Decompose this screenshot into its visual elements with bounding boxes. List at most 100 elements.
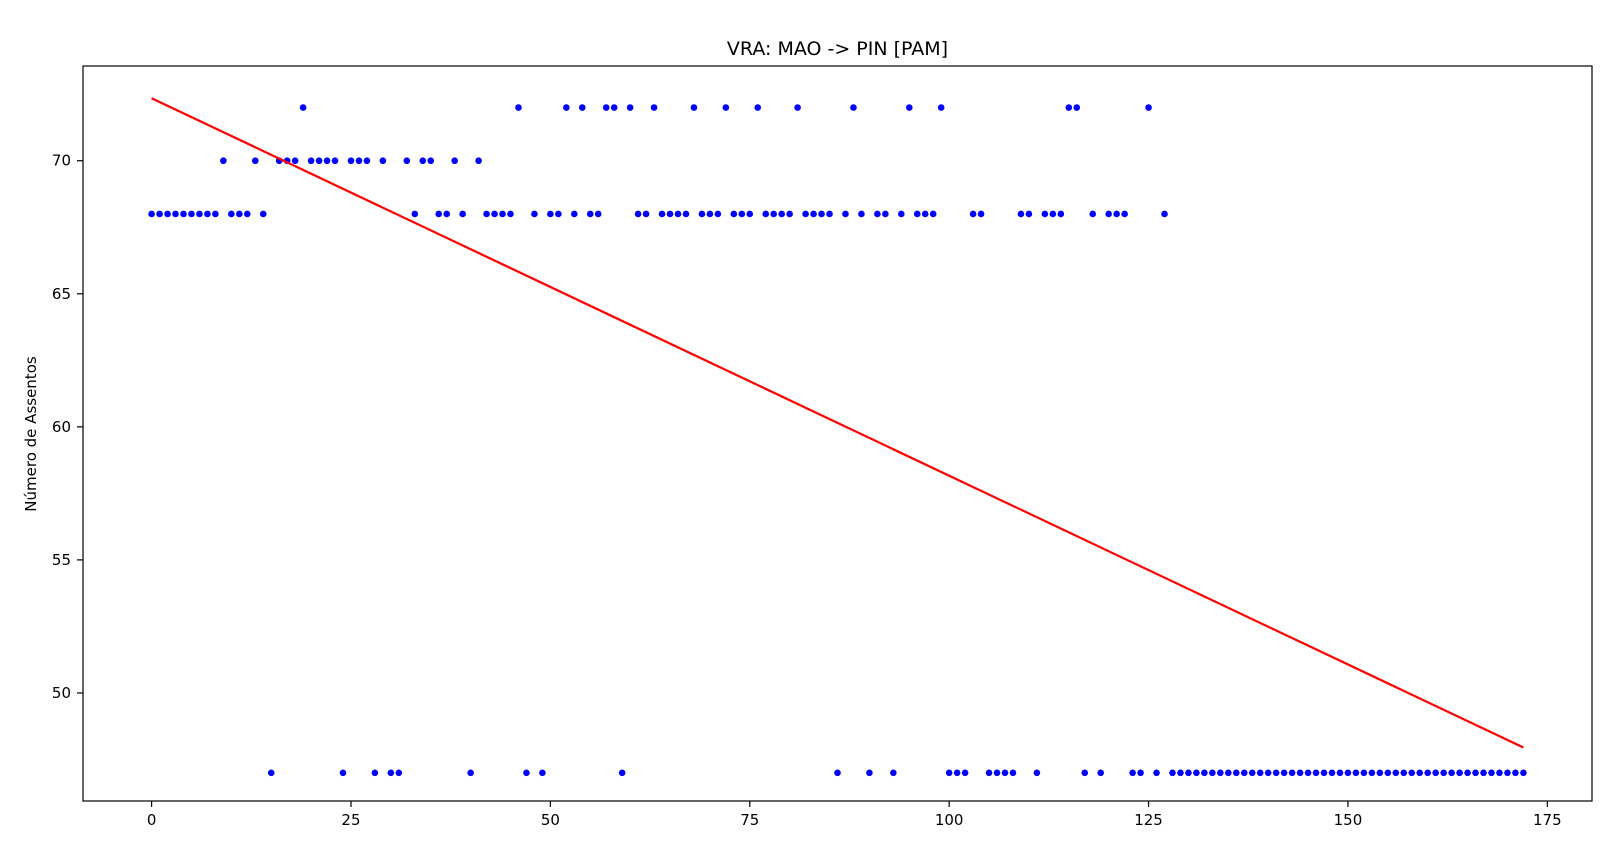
data-point [1137,769,1144,777]
data-point [1488,769,1495,777]
y-tick-label: 65 [52,285,71,303]
data-point [1264,769,1272,777]
data-point [299,104,307,111]
data-point [929,210,937,218]
data-point [156,210,163,218]
data-point [475,157,482,165]
data-point [842,210,849,218]
data-point [1185,769,1192,777]
data-point [507,210,514,218]
data-point [1113,210,1120,218]
data-point [722,104,730,111]
data-point [395,769,403,777]
y-axis-label: Número de Assentos [22,356,40,512]
data-point [1105,210,1112,218]
data-point [571,210,578,218]
data-point [1432,769,1439,777]
data-point [610,104,618,111]
data-point [937,104,945,111]
data-point [698,210,706,218]
data-point [427,157,435,165]
data-point [1360,769,1368,777]
data-point [1232,769,1240,777]
y-axis-ticks: 50 55 60 65 70 [52,152,83,702]
data-point [586,210,594,218]
data-point [834,769,841,777]
data-point [204,210,211,218]
data-point [1225,769,1232,777]
data-point [1520,769,1527,777]
data-point [403,157,411,165]
x-tick-label: 50 [541,811,560,829]
data-point [953,769,961,777]
data-point [1304,769,1312,777]
data-point [1368,769,1376,777]
data-point [1504,769,1511,777]
chart-title: VRA: MAO -> PIN [PAM] [727,38,948,60]
y-tick-label: 70 [52,152,71,170]
data-point [1009,769,1017,777]
data-point [1464,769,1471,777]
data-point [164,210,171,218]
data-point [212,210,219,218]
data-point [1408,769,1416,777]
data-point [1280,769,1288,777]
data-point [1017,210,1025,218]
data-point [291,157,299,165]
data-point [1272,769,1280,777]
data-point [1424,769,1432,777]
data-point [890,769,897,777]
data-point [483,210,490,218]
trend-line [151,97,1524,749]
plot-area-frame [82,65,1593,802]
data-point [347,157,355,165]
data-point [1344,769,1352,777]
data-point [1209,769,1216,777]
data-point [905,104,913,111]
data-point [1177,769,1184,777]
data-point [1121,210,1128,218]
data-point [259,210,267,218]
data-point [945,769,953,777]
data-point [1288,769,1296,777]
data-point [1456,769,1463,777]
data-point [315,157,323,165]
data-point [1193,769,1200,777]
data-point [1384,769,1392,777]
data-point [419,157,427,165]
data-point [1001,769,1009,777]
data-point [539,769,546,777]
data-point [969,210,977,218]
data-point [977,210,985,218]
data-point [1392,769,1400,777]
data-point [307,157,315,165]
data-point [634,210,642,218]
data-point [196,210,203,218]
data-point [921,210,929,218]
data-point [1336,769,1344,777]
data-point [1320,769,1328,777]
data-point [1512,769,1519,777]
data-point [387,769,395,777]
data-point [523,769,530,777]
data-point [188,210,195,218]
y-tick-label: 55 [52,551,71,569]
data-point [578,104,586,111]
data-point [1033,769,1041,777]
data-point [730,210,738,218]
y-tick-label: 60 [52,418,71,436]
data-point [220,157,227,165]
data-point [650,104,658,111]
data-point [1448,769,1455,777]
data-point [563,104,570,111]
data-point [435,210,443,218]
x-axis-ticks: 0 25 50 75 100 125 150 175 [147,801,1562,829]
x-tick-label: 75 [740,811,759,829]
data-point [379,157,387,165]
data-point [1097,769,1104,777]
data-point [770,210,777,218]
data-point [1065,104,1073,111]
data-point [1416,769,1424,777]
data-point [1153,769,1160,777]
